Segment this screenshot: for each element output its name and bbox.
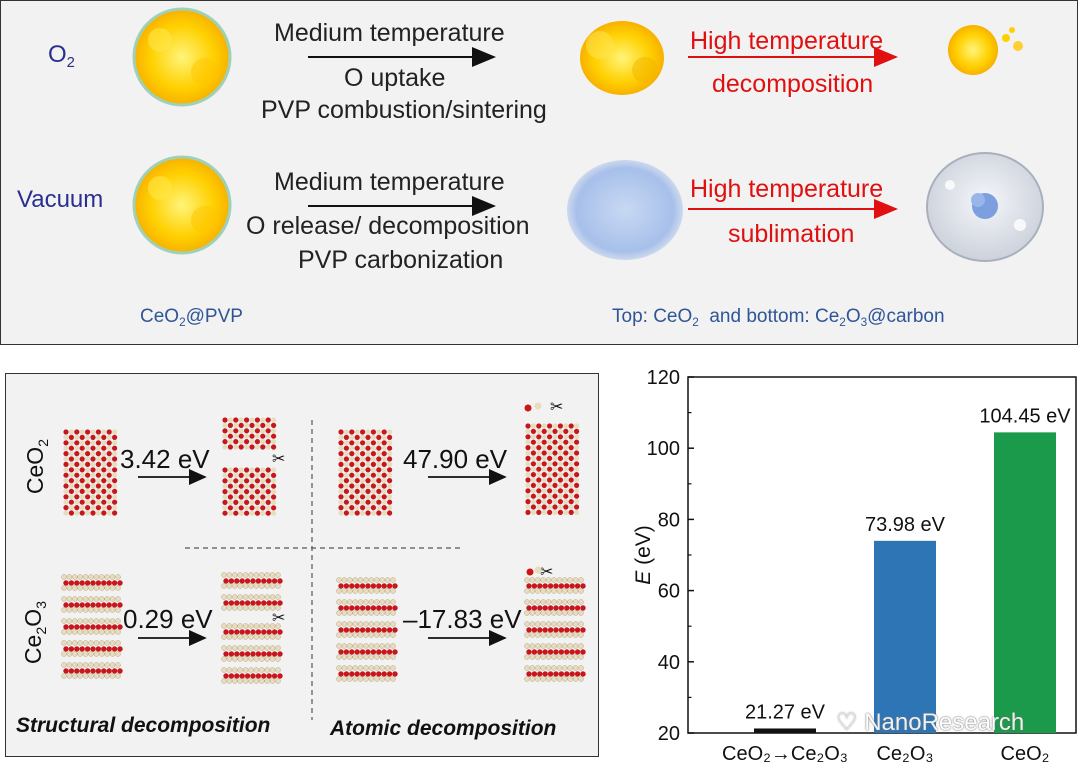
- data-label-3: 104.45 eV: [979, 405, 1071, 427]
- vacuum-step2-line1: High temperature: [690, 175, 884, 203]
- row-label-ceo2: CeO2: [22, 438, 53, 495]
- vacuum-step2-line2: sublimation: [728, 220, 855, 248]
- released-atom: [526, 568, 534, 576]
- lattice-illustrations: ✂ ✂ ✂ ✂: [61, 399, 586, 720]
- released-atom: [534, 402, 542, 410]
- top-illustration: [132, 7, 1044, 262]
- bar-2: [874, 540, 936, 733]
- scissors-icon: ✂: [272, 610, 285, 627]
- released-atom: [534, 566, 542, 574]
- carbonized-particle: [567, 160, 683, 260]
- x-tick-label-3: CeO₂: [1001, 743, 1050, 765]
- o2-step2-line2: decomposition: [712, 70, 874, 98]
- ce2o3-slab-lower: [221, 623, 283, 684]
- ceo2-lattice: [63, 429, 118, 516]
- vacuum-step1-line3: PVP carbonization: [298, 246, 504, 274]
- bar-1: [754, 728, 816, 733]
- condition-vacuum-label: Vacuum: [17, 186, 104, 213]
- ceo2-lattice-vacancy: [525, 423, 580, 515]
- scissors-icon: ✂: [540, 564, 553, 581]
- y-tick-label: 100: [647, 438, 680, 460]
- scissors-icon: ✂: [550, 399, 563, 416]
- ceo2-pvp-particle-top: [132, 7, 232, 107]
- ce2o3-lattice-vacancy: [524, 577, 586, 682]
- y-tick-label: 120: [647, 367, 680, 389]
- data-label-2: 73.98 eV: [865, 514, 946, 536]
- ceo2-pvp-particle-bottom: [132, 155, 232, 255]
- vacuum-step1-line2: O release/ decomposition: [246, 212, 530, 240]
- ce2o3-lattice: [61, 574, 123, 679]
- bar-3: [994, 432, 1056, 733]
- y-tick-label: 60: [658, 581, 680, 603]
- atomic-decomposition-caption: Atomic decomposition: [330, 717, 557, 740]
- ceo2-lattice-atomic: [338, 429, 393, 516]
- energy-structural-ce2o3: 0.29 eV: [123, 604, 213, 634]
- x-tick-label-1: CeO₂→Ce₂O₃: [722, 743, 848, 765]
- end-material-caption: Top: CeO2 and bottom: Ce2O3@carbon: [612, 306, 945, 330]
- y-tick-label: 20: [658, 723, 680, 745]
- energy-atomic-ceo2: 47.90 eV: [403, 444, 508, 474]
- ce2o3-lattice-atomic: [336, 577, 398, 682]
- ce2o3-slab-upper: [221, 572, 283, 611]
- energy-bar-chart: 20 40 60 80 100 120 E (eV) 21.27 eV CeO₂→Ce₂O₃ 73…: [632, 367, 1077, 765]
- condition-o2-label: O2: [48, 41, 75, 72]
- data-label-1: 21.27 eV: [745, 701, 826, 723]
- sintered-ceo2-particle: [580, 21, 664, 95]
- vacuum-step1-line1: Medium temperature: [274, 168, 505, 196]
- o2-step1-line2: O uptake: [344, 64, 446, 92]
- watermark: ♡ NanoResearch: [836, 709, 1025, 736]
- decomposed-ceo2-particle: [948, 25, 1023, 75]
- o2-step1-line3: PVP combustion/sintering: [261, 96, 547, 124]
- y-tick-label: 40: [658, 652, 680, 674]
- scissors-icon: ✂: [272, 451, 285, 468]
- structural-decomposition-caption: Structural decomposition: [16, 714, 271, 737]
- energy-atomic-ce2o3: –17.83 eV: [403, 604, 522, 634]
- start-material-caption: CeO2@PVP: [140, 306, 243, 330]
- o2-step1-line1: Medium temperature: [274, 19, 505, 47]
- row-label-ce2o3: Ce2O3: [20, 600, 51, 665]
- ceo2-slab-lower: [222, 467, 277, 516]
- energy-structural-ceo2: 3.42 eV: [120, 444, 210, 474]
- ceo2-slab-upper: [222, 417, 277, 450]
- ce2o3-carbon-shell: [926, 152, 1044, 262]
- released-atom: [524, 404, 532, 412]
- y-tick-label: 80: [658, 509, 680, 531]
- y-axis-label: E (eV): [632, 525, 655, 585]
- x-tick-label-2: Ce₂O₃: [876, 743, 933, 765]
- o2-step2-line1: High temperature: [690, 27, 884, 55]
